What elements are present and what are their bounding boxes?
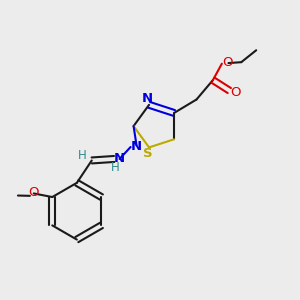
- Text: N: N: [130, 140, 142, 153]
- Text: O: O: [222, 56, 232, 69]
- Text: S: S: [143, 147, 152, 160]
- Text: H: H: [77, 148, 86, 162]
- Text: H: H: [110, 161, 119, 174]
- Text: N: N: [142, 92, 153, 105]
- Text: N: N: [114, 152, 125, 165]
- Text: O: O: [230, 86, 241, 99]
- Text: O: O: [28, 186, 39, 200]
